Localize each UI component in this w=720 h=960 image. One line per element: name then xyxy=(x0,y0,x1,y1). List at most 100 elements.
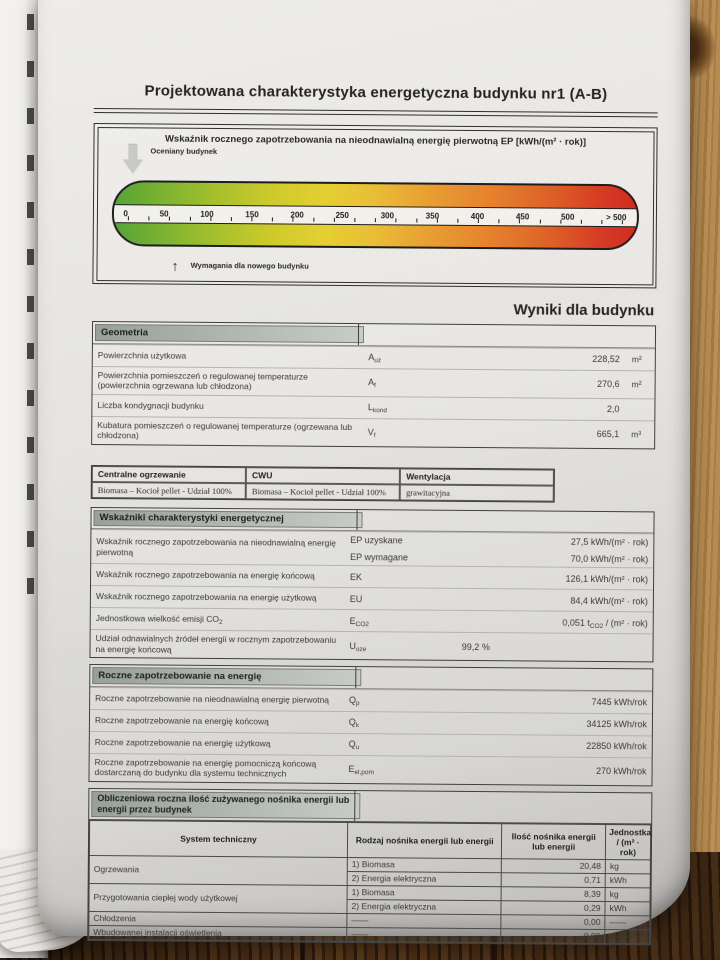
consumption-table: Obliczeniowa roczna ilość zużywanego noś… xyxy=(87,787,653,945)
row-label: Powierzchnia pomieszczeń o regulowanej t… xyxy=(97,369,308,392)
roczne-table: Roczne zapotrzebowanie na energię Roczne… xyxy=(88,663,654,786)
column-header: CWU xyxy=(245,466,401,484)
row-value: 270,6 xyxy=(597,378,620,390)
unit-cell: kg xyxy=(605,859,651,874)
row-label: Wskaźnik rocznego zapotrzebowania na ene… xyxy=(96,569,315,581)
row-symbol: EK xyxy=(349,571,363,582)
table-row: Powierzchnia pomieszczeń o regulowanej t… xyxy=(92,365,655,398)
row-label: Roczne zapotrzebowanie na energię końcow… xyxy=(94,714,269,727)
row-value: 84,4 kWh/(m² · rok) xyxy=(570,595,648,606)
row-symbol: Auż xyxy=(368,352,382,365)
row-label: Roczne zapotrzebowanie na energię użytko… xyxy=(94,736,271,749)
system-cell: Przygotowania ciepłej wody użytkowej xyxy=(88,882,348,914)
column-header: Ilość nośnika energii lub energii xyxy=(501,823,606,860)
down-arrow-icon xyxy=(122,144,143,174)
unit-cell: kWh xyxy=(605,901,651,916)
wskazniki-table: Wskaźniki charakterystyki energetycznej … xyxy=(89,506,655,663)
row-label: Jednostkowa wielkość emisji CO2 xyxy=(95,613,223,627)
row-value: 27,5 kWh/(m² · rok) xyxy=(570,536,649,548)
column-header: System techniczny xyxy=(89,819,348,858)
scale-tick-labels: 0 50 100 150 200 250 300 350 400 450 500 xyxy=(113,203,637,227)
unit-cell: kg xyxy=(605,887,651,902)
column-header: Wentylacja xyxy=(400,467,555,486)
row-symbol: Uoze xyxy=(349,640,367,653)
table-row: Udział odnawialnych źródeł energii w roc… xyxy=(90,628,653,662)
system-cell: Ogrzewania xyxy=(89,854,348,886)
amount-cell: 0,71 xyxy=(501,872,606,888)
consumption-grid: System techniczny Rodzaj nośnika energii… xyxy=(88,819,651,944)
row-label: Powierzchnia użytkowa xyxy=(97,349,187,361)
row-label: Udział odnawialnych źródeł energii w roc… xyxy=(95,633,337,655)
row-symbol: Vf xyxy=(367,427,376,440)
section-header: Geometria xyxy=(92,322,656,348)
row-label: Wskaźnik rocznego zapotrzebowania na nie… xyxy=(96,536,336,557)
row-symbol: EU xyxy=(349,593,363,604)
section-header-bar: Roczne zapotrzebowanie na energię xyxy=(92,667,362,686)
assessed-building-label: Oceniany budynek xyxy=(150,145,218,156)
carrier-cell: 2) Energia elektryczna xyxy=(347,871,502,887)
row-value: 22850 kWh/rok xyxy=(586,740,647,752)
row-symbol: Eel,pom xyxy=(348,764,375,777)
unit-cell: —— xyxy=(604,929,650,944)
row-label: Liczba kondygnacji budynku xyxy=(97,399,204,411)
geometria-table: Geometria Powierzchnia użytkowa Auż 228,… xyxy=(91,320,657,449)
section-header-bar: Wskaźniki charakterystyki energetycznej xyxy=(93,509,363,529)
cell-value: grawitacyjna xyxy=(400,483,555,502)
carrier-cell: —— xyxy=(346,927,502,943)
new-building-requirement-marker: ↑ Wymagania dla nowego budynku xyxy=(171,257,309,274)
carrier-cell: 1) Biomasa xyxy=(347,857,502,873)
ep-scale-box: Wskaźnik rocznego zapotrzebowania na nie… xyxy=(92,122,658,289)
section-header: Roczne zapotrzebowanie na energię xyxy=(90,664,653,691)
row-symbol: Qk xyxy=(348,717,360,730)
table-row: Wbudowanej instalacji oświetlenia —— 0,0… xyxy=(88,924,650,944)
amount-cell: 8,39 xyxy=(501,886,606,902)
header-row: System techniczny Rodzaj nośnika energii… xyxy=(89,819,651,860)
row-value: 99,2 % xyxy=(461,641,490,652)
row-value: 126,1 kWh/(m² · rok) xyxy=(565,573,649,584)
amount-cell: 0,00 xyxy=(501,928,605,944)
row-symbol: Qp xyxy=(348,695,360,708)
row-label: Kubatura pomieszczeń o regulowanej tempe… xyxy=(97,419,352,441)
row-values: EP uzyskane 27,5 kWh/(m² · rok) EP wymag… xyxy=(350,535,648,564)
system-cell: Wbudowanej instalacji oświetlenia xyxy=(88,924,347,942)
assessed-building-marker: Oceniany budynek xyxy=(122,144,217,175)
requirement-label: Wymagania dla nowego budynku xyxy=(190,260,309,271)
row-unit: m³ xyxy=(631,429,642,440)
section-header: Obliczeniowa roczna ilość zużywanego noś… xyxy=(89,788,652,824)
column-header: Centralne ogrzewanie xyxy=(91,465,247,483)
section-header-bar: Geometria xyxy=(94,324,364,343)
row-symbol: EP uzyskane xyxy=(350,535,403,546)
systems-table: Centralne ogrzewanie CWU Wentylacja Biom… xyxy=(90,464,556,503)
row-symbol: Qu xyxy=(348,739,360,752)
binding-staples-icon xyxy=(27,14,34,594)
section-header-bar: Obliczeniowa roczna ilość zużywanego noś… xyxy=(91,790,361,819)
section-header: Wskaźniki charakterystyki energetycznej xyxy=(91,507,654,534)
row-label: Roczne zapotrzebowanie na energię pomocn… xyxy=(94,756,317,779)
results-heading: Wyniki dla budynku xyxy=(513,301,655,320)
table-row: Wskaźnik rocznego zapotrzebowania na nie… xyxy=(91,528,654,568)
amount-cell: 0,29 xyxy=(501,900,606,916)
row-symbol: Lkond xyxy=(367,402,388,415)
page-content: Projektowana charakterystyka energetyczn… xyxy=(87,78,658,960)
row-unit: m² xyxy=(631,379,642,390)
amount-cell: 20,48 xyxy=(501,858,606,874)
carrier-cell: 2) Energia elektryczna xyxy=(346,899,502,915)
unit-cell: kWh xyxy=(605,873,651,888)
row-value: 665,1 xyxy=(596,428,620,440)
column-header: Rodzaj nośnika energii lub energii xyxy=(347,822,502,859)
page-title: Projektowana charakterystyka energetyczn… xyxy=(144,82,608,104)
table-row: Roczne zapotrzebowanie na energię pomocn… xyxy=(89,752,652,785)
row-value: 7445 kWh/rok xyxy=(591,696,648,708)
amount-cell: 0,00 xyxy=(501,914,606,930)
row-label: Roczne zapotrzebowanie na nieodnawialną … xyxy=(95,692,330,705)
row-value: 34125 kWh/rok xyxy=(586,718,647,730)
cell-value: Biomasa – Kocioł pellet - Udział 100% xyxy=(91,481,246,499)
row-value: 70,0 kWh/(m² · rok) xyxy=(570,553,649,565)
row-value: 2,0 xyxy=(606,404,620,415)
row-symbol: ECO2 xyxy=(349,615,370,628)
energy-scale-capsule: 0 50 100 150 200 250 300 350 400 450 500 xyxy=(111,179,639,250)
up-arrow-icon: ↑ xyxy=(171,257,179,274)
column-header: Jednostka / (m² · rok) xyxy=(605,824,651,860)
unit-cell: —— xyxy=(604,915,650,930)
